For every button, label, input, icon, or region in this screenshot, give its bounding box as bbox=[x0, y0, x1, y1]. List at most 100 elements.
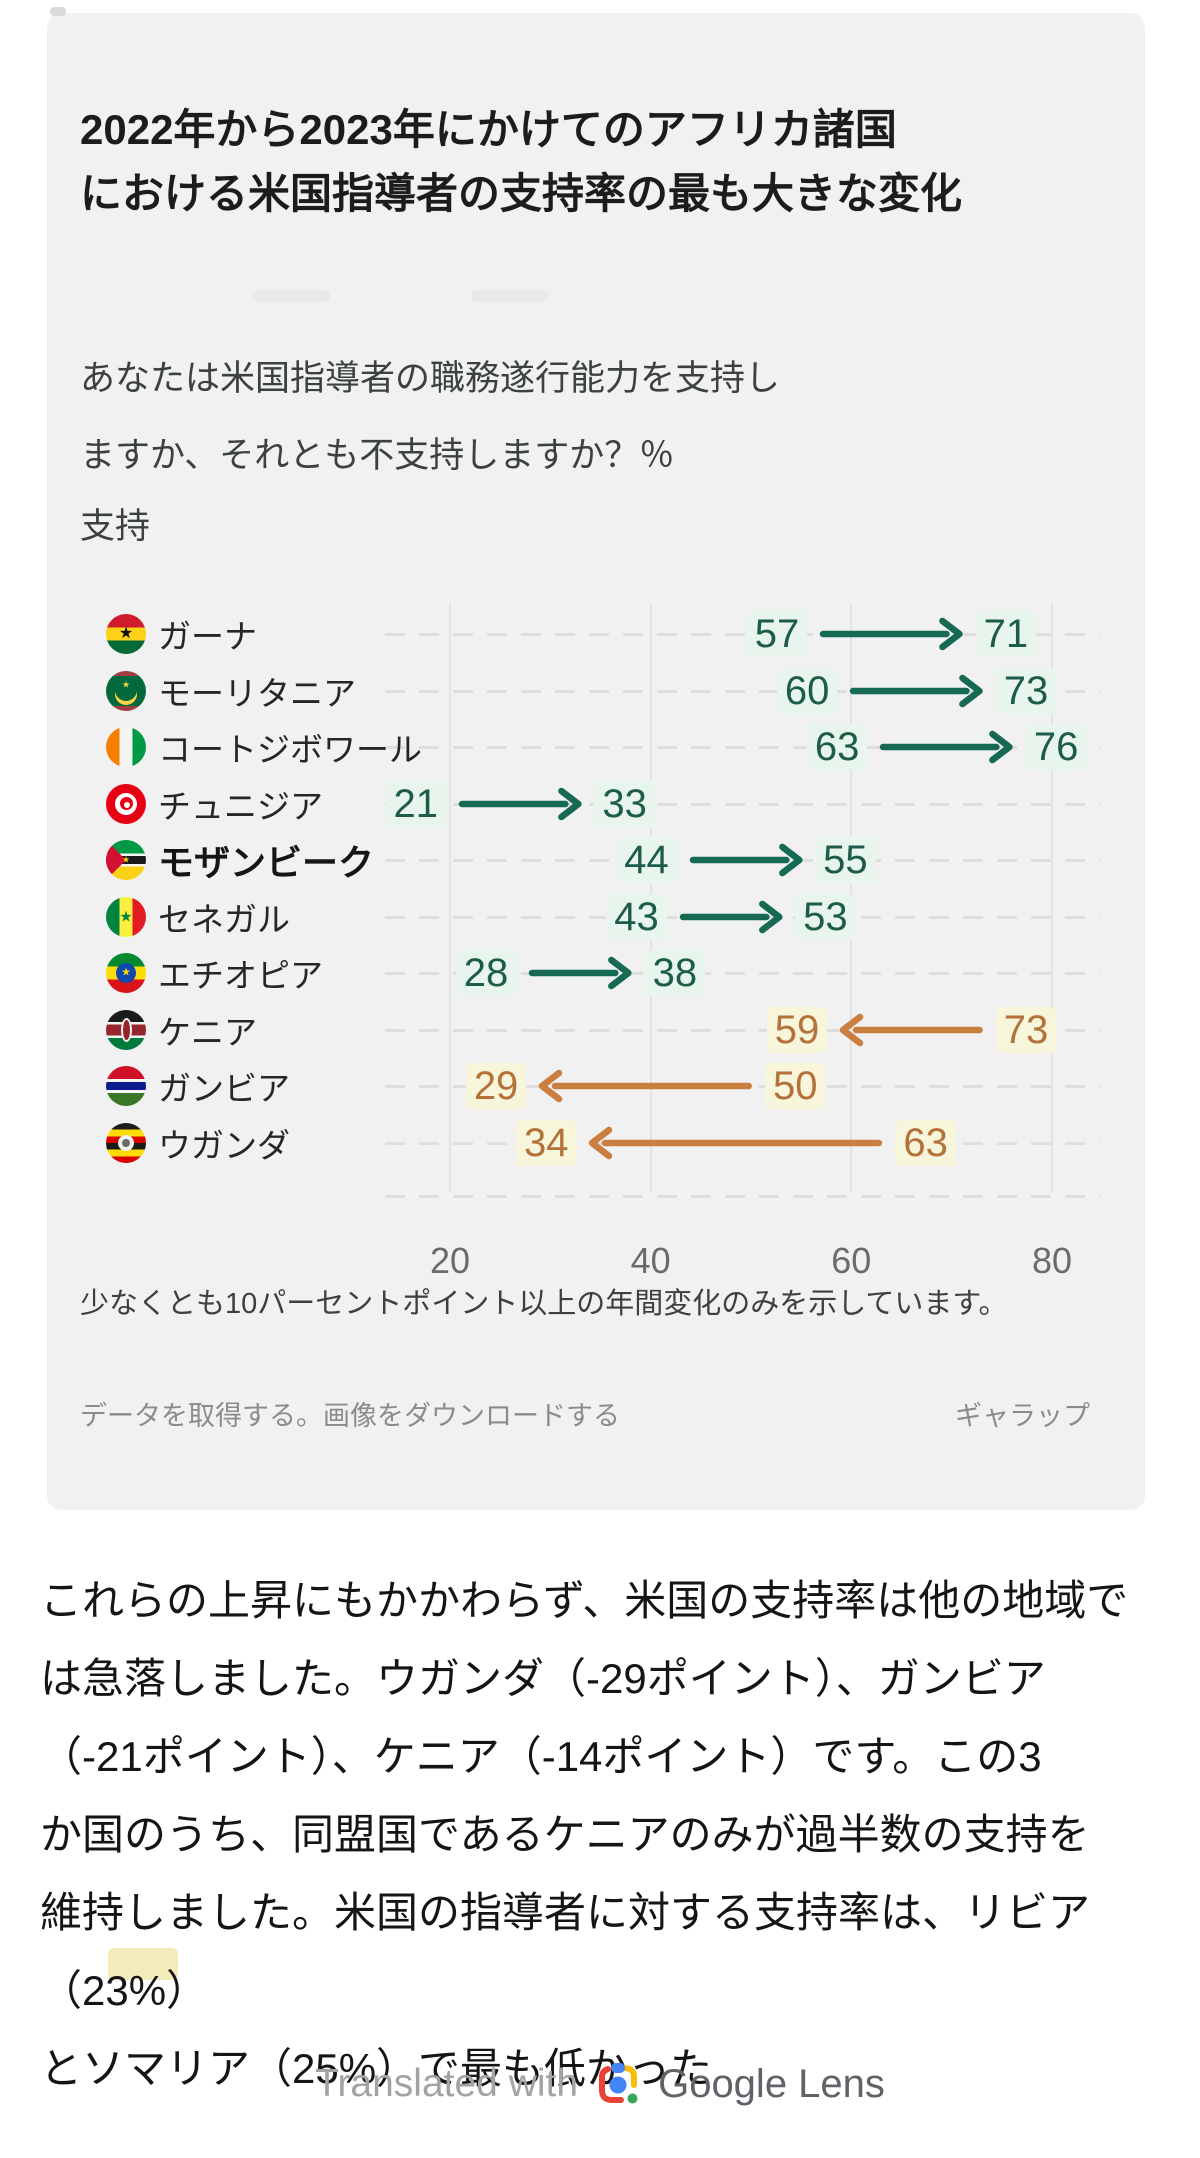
chart-row-senegal: ★ セネガル bbox=[106, 896, 290, 938]
flag-uganda-icon bbox=[106, 1122, 146, 1163]
article-paragraph: これらの上昇にもかかわらず、米国の支持率は他の地域で は急落しました。ウガンダ（… bbox=[40, 1562, 1180, 2108]
country-label: モザンビーク bbox=[158, 842, 375, 883]
value-to-label: 33 bbox=[594, 780, 655, 827]
row-leader-dashes bbox=[385, 633, 1100, 636]
translated-with-label: Translated with bbox=[315, 2062, 579, 2105]
country-label: ウガンダ bbox=[158, 1126, 290, 1164]
flag-tunisia-icon bbox=[106, 783, 146, 824]
flag-cote-divoire-icon bbox=[106, 727, 146, 767]
country-label: コートジボワール bbox=[158, 731, 422, 768]
value-to-label: 38 bbox=[644, 950, 706, 996]
shield-emblem bbox=[120, 1017, 132, 1042]
overlay-artifact bbox=[471, 290, 549, 302]
value-from-label: 73 bbox=[995, 1006, 1057, 1053]
country-label: ガーナ bbox=[158, 618, 257, 655]
flag-gambia-icon bbox=[106, 1066, 146, 1106]
google-lens-icon bbox=[599, 2063, 638, 2104]
measure-label: 支持 bbox=[80, 507, 151, 546]
card-footer-links[interactable]: データを取得する。画像をダウンロードする bbox=[80, 1394, 620, 1433]
star-emblem: ★ bbox=[119, 908, 133, 925]
flag-ghana-icon: ★ bbox=[106, 614, 146, 654]
chart-row-cote-divoire: コートジボワール bbox=[106, 727, 422, 768]
country-label: エチオピア bbox=[158, 957, 323, 994]
country-label: ガンビア bbox=[158, 1070, 290, 1107]
trend-arrow-decrease bbox=[840, 1013, 983, 1046]
country-label: ケニア bbox=[158, 1013, 257, 1051]
crescent-cut bbox=[124, 801, 131, 808]
value-from-label: 63 bbox=[806, 724, 868, 770]
chart-row-ethiopia: ★ エチオピア bbox=[106, 953, 323, 994]
blue-disk bbox=[116, 963, 136, 983]
dumbbell-chart: 20 40 60 80 ★ ガーナ 57 71 ★ モーリタニア 60 73 コートジボワール 63 76 チ… bbox=[106, 604, 1100, 1281]
value-from-label: 44 bbox=[616, 837, 677, 883]
chart-row-mauritania: ★ モーリタニア bbox=[106, 670, 356, 712]
row-leader-dashes bbox=[385, 802, 1100, 806]
x-axis-tick: 20 bbox=[429, 1240, 471, 1281]
chart-row-gambia: ガンビア bbox=[106, 1066, 290, 1107]
overlay-artifact bbox=[252, 290, 330, 302]
country-label: チュニジア bbox=[158, 787, 323, 825]
star-emblem: ★ bbox=[118, 625, 134, 642]
value-from-label: 60 bbox=[776, 667, 838, 714]
row-leader-dashes bbox=[385, 972, 1100, 975]
article-text-line: これらの上昇にもかかわらず、米国の支持率は他の地域で bbox=[40, 1577, 1129, 1624]
country-label: モーリタニア bbox=[158, 674, 356, 712]
crane-emblem bbox=[122, 1138, 130, 1147]
row-leader-dashes bbox=[385, 746, 1100, 749]
value-to-label: 34 bbox=[515, 1119, 577, 1166]
flag-ethiopia-icon: ★ bbox=[106, 953, 146, 993]
value-from-label: 21 bbox=[385, 780, 447, 827]
hoist-wedge bbox=[106, 840, 126, 880]
source-label[interactable]: ギャラップ bbox=[955, 1401, 1090, 1431]
x-axis-tick: 40 bbox=[630, 1240, 671, 1281]
article-text-line: は急落しました。ウガンダ（-29ポイント）、ガンビア bbox=[40, 1655, 1046, 1702]
footnote: 少なくとも10パーセントポイント以上の年間変化のみを示しています。 bbox=[80, 1288, 1008, 1320]
value-from-label: 57 bbox=[746, 611, 808, 657]
flag-kenya-icon bbox=[106, 1009, 146, 1050]
trend-arrow-decrease bbox=[589, 1126, 883, 1159]
article-text-line: か国のうち、同盟国であるケニアのみが過半数の支持を bbox=[40, 1811, 1090, 1858]
star-emblem: ★ bbox=[121, 966, 131, 979]
value-from-label: 28 bbox=[455, 950, 517, 996]
flag-mozambique-icon: ★ bbox=[106, 840, 146, 880]
value-to-label: 71 bbox=[975, 611, 1037, 657]
chart-title-line-1: 2022年から2023年にかけてのアフリカ諸国 bbox=[80, 106, 897, 153]
flag-mauritania-icon: ★ bbox=[106, 670, 146, 711]
download-image-link[interactable]: 画像をダウンロードする bbox=[323, 1401, 620, 1431]
value-to-label: 76 bbox=[1025, 724, 1087, 770]
x-axis-tick: 60 bbox=[831, 1240, 872, 1281]
chart-title-line-2: における米国指導者の支持率の最も大きな変化 bbox=[80, 170, 963, 217]
star-emblem: ★ bbox=[121, 679, 131, 690]
chart-row-ghana: ★ ガーナ bbox=[106, 614, 257, 655]
chart-row-uganda: ウガンダ bbox=[106, 1122, 290, 1164]
chart-card bbox=[47, 13, 1145, 1510]
chart-row-tunisia: チュニジア bbox=[106, 783, 323, 825]
x-axis-tick: 80 bbox=[1031, 1240, 1072, 1281]
get-data-link[interactable]: データを取得する。 bbox=[80, 1401, 323, 1431]
value-to-label: 53 bbox=[795, 893, 856, 940]
trend-arrow-increase bbox=[880, 730, 1014, 764]
translated-with-bar: Translated with Google Lens bbox=[0, 2060, 1200, 2108]
trend-arrow-increase bbox=[850, 674, 983, 707]
chart-row-mozambique: ★ モザンビーク bbox=[106, 840, 374, 883]
chart-row-kenya: ケニア bbox=[106, 1009, 257, 1051]
flag-senegal-icon: ★ bbox=[106, 896, 146, 937]
article-text-line: （-21ポイント）、ケニア（-14ポイント）です。この3 bbox=[40, 1733, 1042, 1780]
row-leader-dashes bbox=[385, 689, 1100, 693]
star-emblem: ★ bbox=[121, 854, 131, 865]
trend-arrow-increase bbox=[458, 787, 582, 820]
google-lens-label: Google Lens bbox=[658, 2061, 885, 2106]
country-label: セネガル bbox=[158, 900, 290, 938]
survey-question-line-1: あなたは米国指導者の職務遂行能力を支持し bbox=[80, 359, 781, 398]
value-to-label: 59 bbox=[766, 1006, 828, 1053]
crescent-cut bbox=[115, 678, 137, 701]
row-leader-dashes bbox=[385, 1028, 1100, 1032]
value-from-label: 63 bbox=[895, 1119, 956, 1166]
highlight-artifact bbox=[108, 1948, 178, 1980]
gridline-20 bbox=[449, 604, 451, 1192]
gridline-80 bbox=[1050, 604, 1053, 1192]
trend-arrow-increase bbox=[819, 617, 963, 651]
trend-arrow-increase bbox=[689, 843, 803, 877]
trend-arrow-increase bbox=[679, 900, 783, 933]
